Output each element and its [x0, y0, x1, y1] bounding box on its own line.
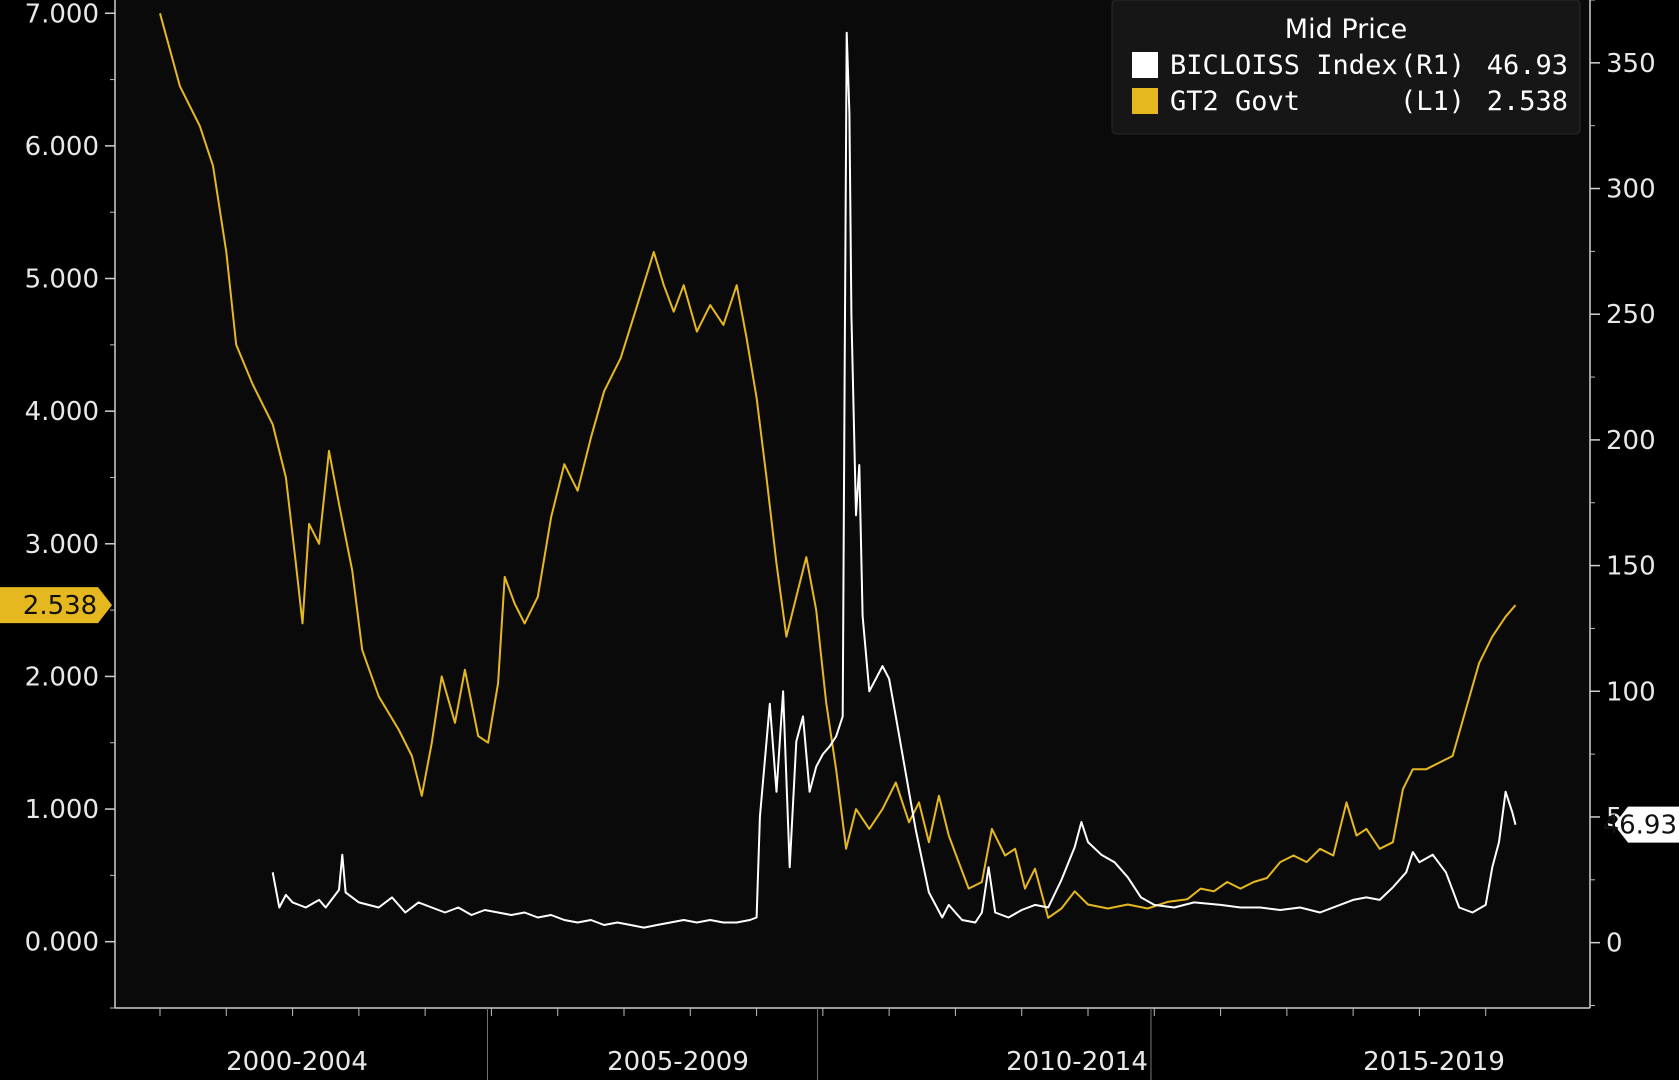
right-tick-label: 200	[1606, 426, 1656, 456]
x-tick-label: 2000-2004	[226, 1047, 368, 1077]
right-tick-label: 350	[1606, 49, 1656, 79]
legend-last-value: 2.538	[1487, 86, 1568, 117]
legend-swatch	[1132, 52, 1158, 78]
right-tick-label: 100	[1606, 677, 1656, 707]
legend-title: Mid Price	[1285, 14, 1407, 45]
plot-area	[115, 0, 1590, 1008]
left-tick-label: 4.000	[25, 397, 99, 427]
right-tick-label: 0	[1606, 929, 1623, 959]
right-tick-label: 150	[1606, 552, 1656, 582]
legend-series-name: GT2 Govt	[1170, 86, 1300, 117]
legend-axis-ref: (L1)	[1400, 86, 1465, 117]
left-tick-label: 7.000	[25, 0, 99, 29]
legend-box	[1111, 0, 1581, 135]
right-last-value-badge	[1614, 806, 1679, 843]
left-tick-label: 0.000	[25, 928, 99, 958]
legend-axis-ref: (R1)	[1400, 50, 1465, 81]
legend: Mid Price BICLOISS Index (R1) 46.93 GT2 Govt…	[1111, 0, 1581, 135]
right-last-value-text: 46.93	[1603, 811, 1677, 841]
legend-swatch	[1132, 88, 1158, 114]
x-tick-label: 2010-2014	[1006, 1047, 1148, 1077]
left-tick-label: 1.000	[25, 795, 99, 825]
series-line-gt2-govt	[159, 13, 1517, 919]
left-tick-label: 5.000	[25, 265, 99, 295]
left-tick-label: 6.000	[25, 132, 99, 162]
series-line-bicloiss-index	[271, 31, 1517, 929]
legend-last-value: 46.93	[1487, 50, 1568, 81]
x-tick-label: 2005-2009	[607, 1047, 749, 1077]
left-tick-label: 3.000	[25, 530, 99, 560]
left-last-value-text: 2.538	[23, 591, 97, 621]
right-tick-label: 250	[1606, 300, 1656, 330]
x-tick-label: 2015-2019	[1363, 1047, 1505, 1077]
right-tick-label: 300	[1606, 175, 1656, 205]
legend-series-name: BICLOISS Index	[1170, 50, 1398, 81]
left-last-value-badge	[0, 587, 112, 624]
left-tick-label: 2.000	[25, 662, 99, 692]
